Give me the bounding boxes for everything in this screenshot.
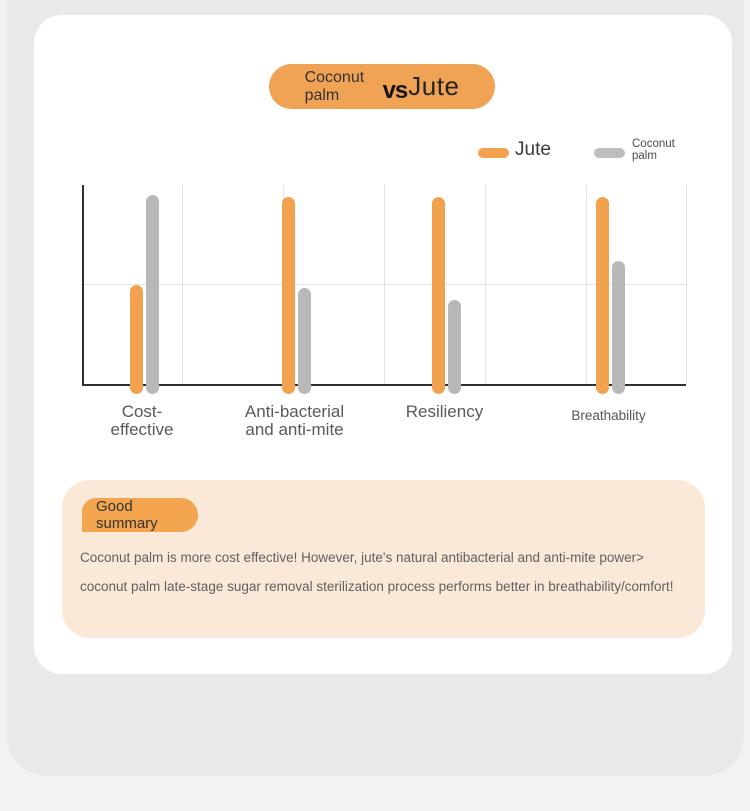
header-vs-pill: Coconut palm vs Jute bbox=[269, 64, 495, 109]
chart-bar-coconut-palm bbox=[612, 260, 625, 394]
summary-badge-label: Good summary bbox=[96, 498, 158, 532]
category-label: Breathability bbox=[571, 408, 646, 423]
chart-bar-jute bbox=[282, 196, 295, 394]
summary-badge: Good summary bbox=[82, 498, 198, 532]
chart-bar-coconut-palm bbox=[448, 300, 461, 394]
legend-swatch-coconut-palm bbox=[594, 148, 625, 158]
category-label: Anti-bacterial and anti-mite bbox=[244, 402, 345, 439]
chart-bar-jute bbox=[596, 196, 609, 394]
chart-bar-jute bbox=[432, 196, 445, 394]
chart-bar-coconut-palm bbox=[145, 194, 159, 394]
vertical-gridline bbox=[685, 185, 687, 384]
category-label: Cost-effective bbox=[110, 402, 174, 439]
category-labels-row: Cost-effective Anti-bacterial and anti-mit… bbox=[34, 403, 732, 453]
legend-label-coconut-palm: Coconut palm bbox=[632, 138, 675, 162]
vs-label: vs bbox=[382, 76, 409, 104]
legend-swatch-jute bbox=[478, 148, 509, 158]
summary-card: Good summary Coconut palm is more cost e… bbox=[62, 480, 705, 638]
summary-text: Coconut palm is more cost effective! How… bbox=[80, 550, 674, 594]
horizontal-gridline bbox=[84, 284, 686, 285]
chart-bar-jute bbox=[129, 284, 143, 394]
header-left-label: Coconut palm bbox=[304, 68, 365, 104]
category-label: Resiliency bbox=[405, 402, 484, 421]
main-card: Coconut palm vs Jute Jute Coconut palm C… bbox=[34, 15, 732, 674]
chart-bar-coconut-palm bbox=[298, 288, 311, 394]
header-right-label: Jute bbox=[408, 71, 460, 101]
plot-area bbox=[82, 185, 687, 394]
legend-label-jute: Jute bbox=[515, 139, 551, 160]
content-container: Coconut palm vs Jute Jute Coconut palm C… bbox=[7, 0, 744, 776]
